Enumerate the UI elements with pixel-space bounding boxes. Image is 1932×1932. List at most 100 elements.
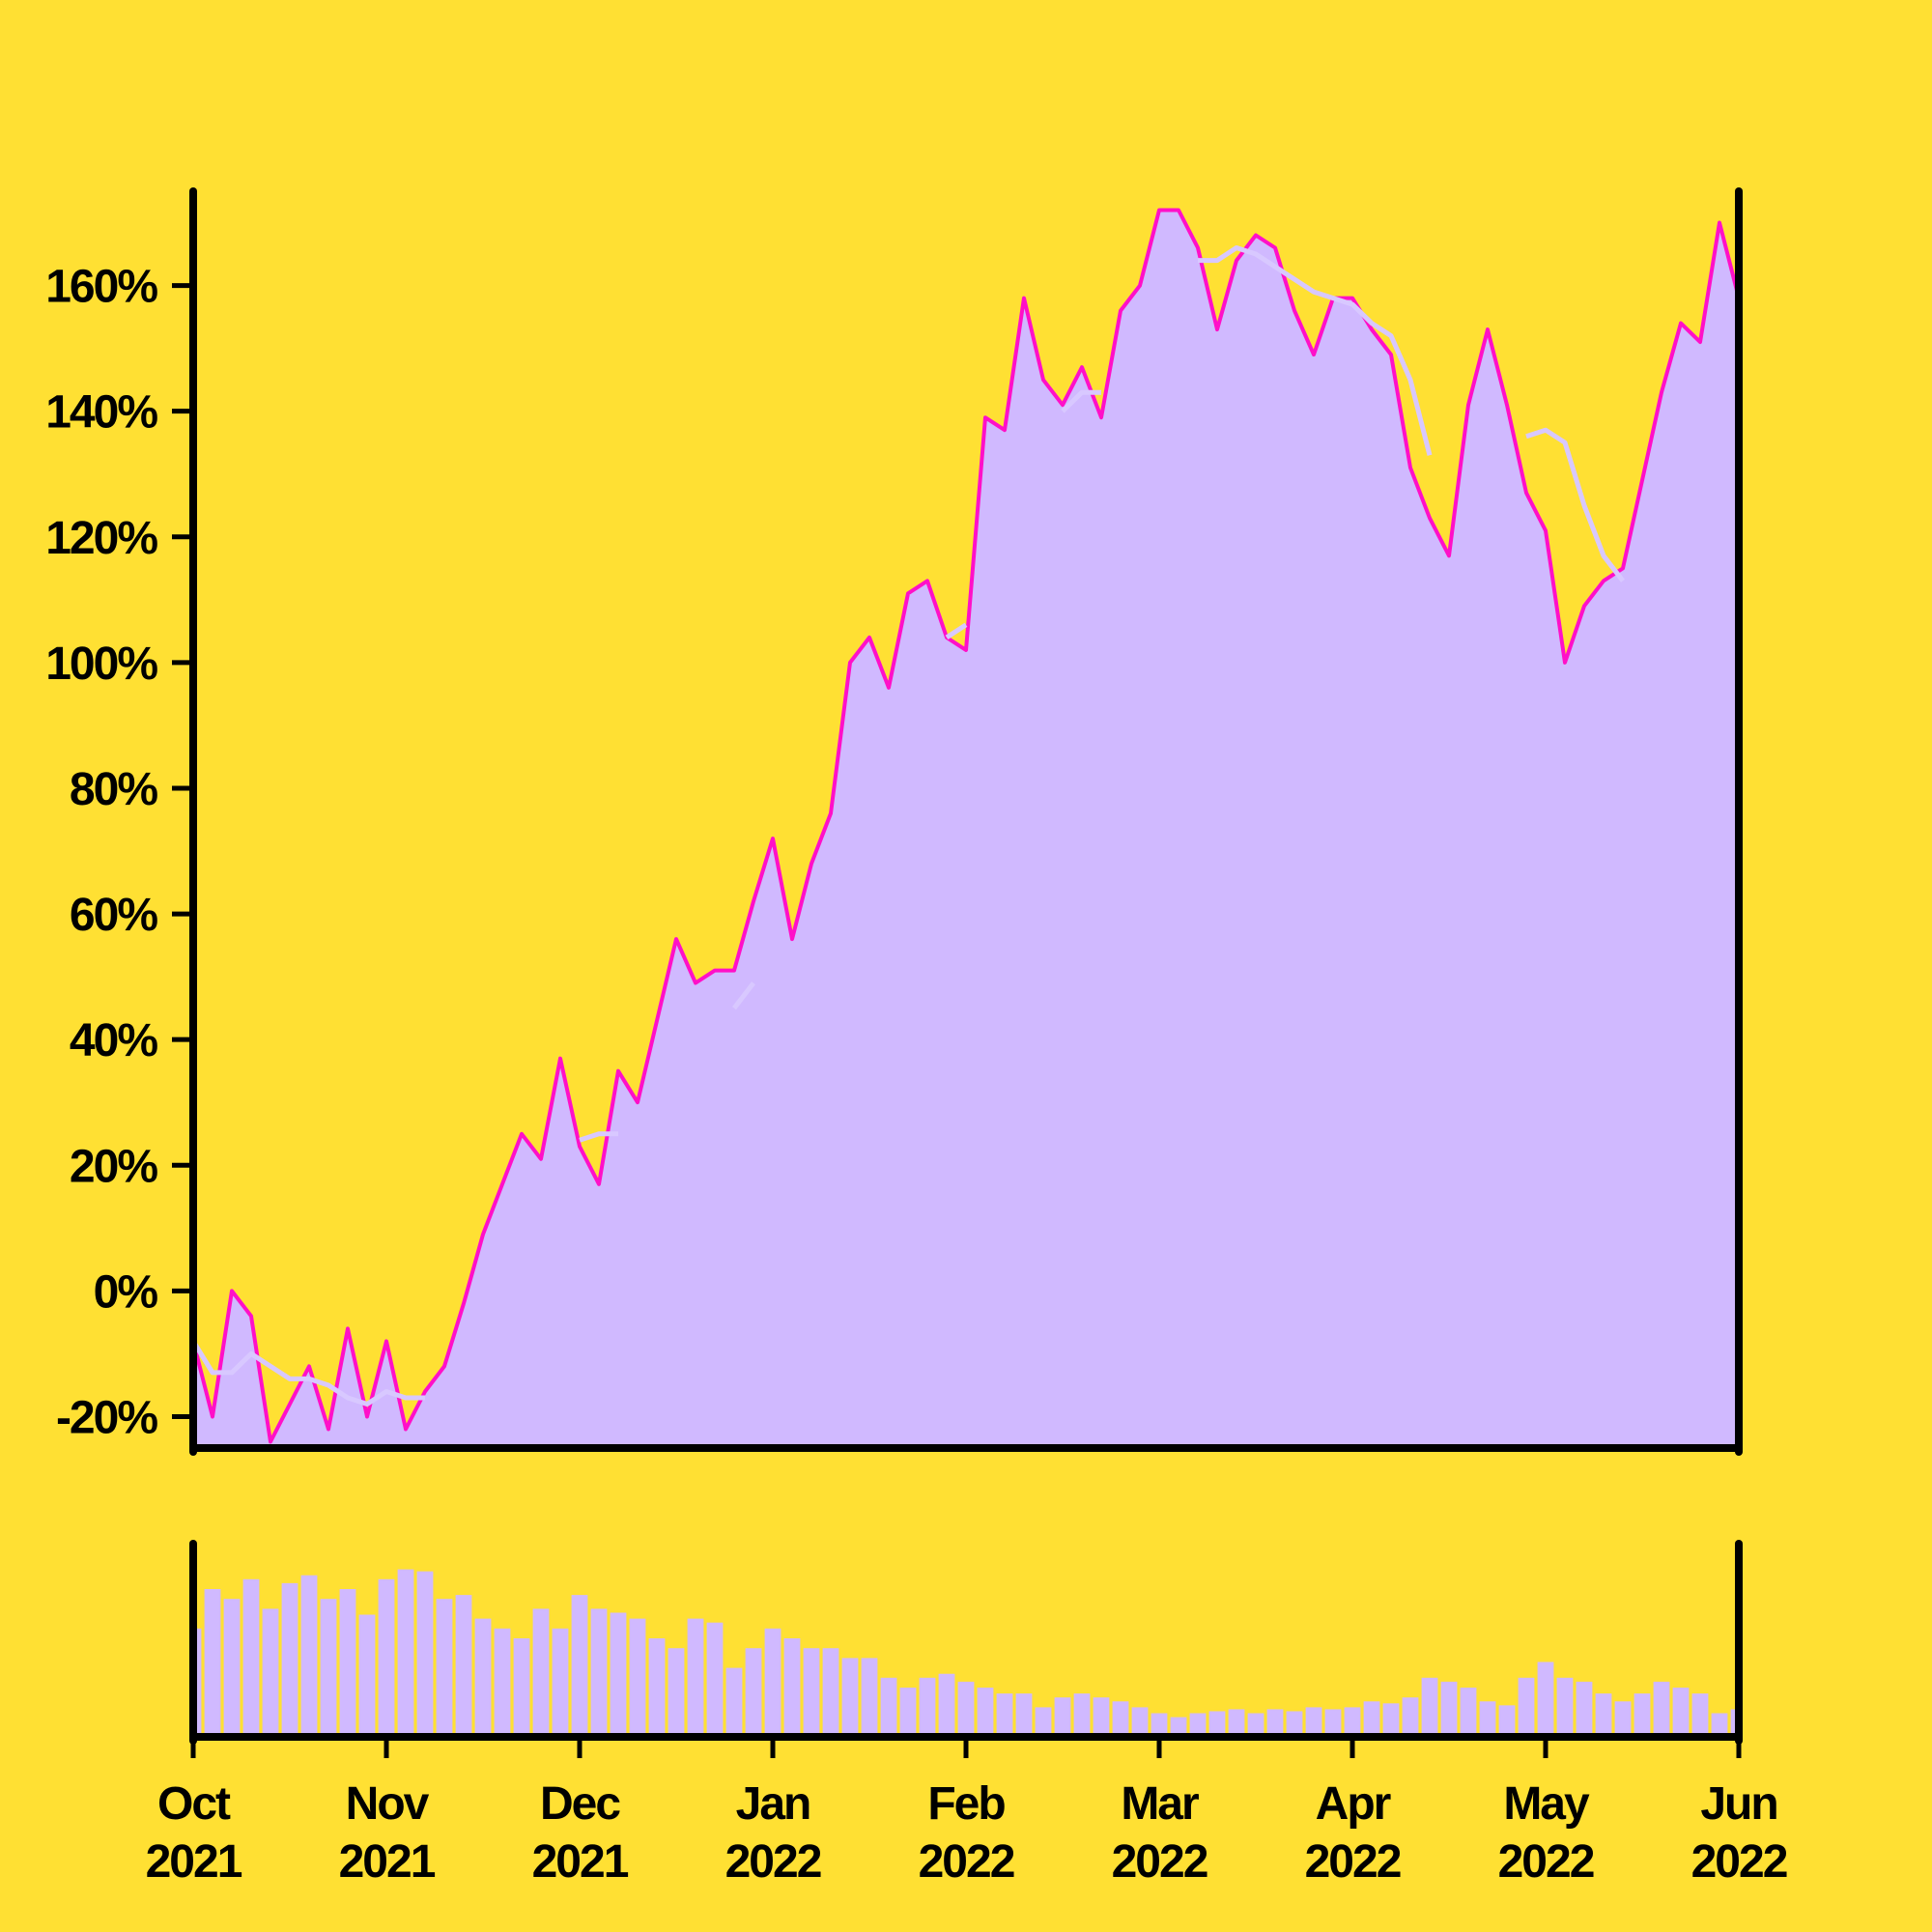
y-tick-label: 80% [70, 764, 157, 815]
volume-bar [783, 1638, 801, 1737]
volume-bar [436, 1599, 453, 1737]
x-tick-label-line: Mar [1121, 1778, 1199, 1830]
volume-bar [590, 1608, 608, 1737]
volume-bar [474, 1618, 492, 1737]
volume-bar [1595, 1693, 1612, 1737]
volume-bar [1170, 1717, 1187, 1737]
price-plot [193, 208, 1739, 1448]
x-tick-label: Oct 2021 [146, 1778, 242, 1888]
x-tick-label-line: 2022 [725, 1836, 821, 1888]
x-tick-label-line: Feb [927, 1778, 1005, 1830]
x-tick-label: Mar 2022 [1112, 1778, 1208, 1888]
volume-bar [977, 1688, 994, 1737]
x-tick-label-line: 2022 [1305, 1836, 1401, 1888]
x-tick-label-line: 2021 [146, 1836, 242, 1888]
volume-bar [397, 1569, 414, 1737]
volume-bar [1208, 1711, 1226, 1737]
volume-bar [841, 1658, 859, 1737]
volume-bar [262, 1608, 279, 1737]
volume-bar [1556, 1677, 1574, 1737]
volume-bar [629, 1618, 646, 1737]
volume-bar [300, 1575, 318, 1737]
volume-bar [532, 1608, 550, 1737]
volume-bar [1093, 1697, 1110, 1737]
x-tick-label: Jan 2022 [725, 1778, 821, 1888]
x-tick-label-line: 2021 [339, 1836, 436, 1888]
volume-bar [610, 1612, 627, 1737]
x-tick-label-line: Oct [157, 1778, 231, 1830]
price-line [193, 208, 1739, 1444]
x-tick-label-line: May [1503, 1778, 1590, 1830]
x-tick-label-line: 2022 [1498, 1836, 1594, 1888]
volume-bar [803, 1648, 820, 1737]
volume-bar [1730, 1709, 1739, 1737]
volume-bar [1266, 1709, 1284, 1737]
x-tick-label-line: Apr [1316, 1778, 1391, 1830]
volume-bar [1614, 1701, 1632, 1737]
volume-bar [1382, 1703, 1400, 1737]
x-tick-label-line: Jun [1700, 1778, 1776, 1830]
volume-bar [1131, 1707, 1149, 1737]
volume-bar [455, 1595, 472, 1737]
x-tick-label-line: 2021 [532, 1836, 629, 1888]
volume-bar [1286, 1711, 1303, 1737]
volume-bar [494, 1628, 511, 1737]
volume-bar [1151, 1713, 1168, 1737]
volume-bar [938, 1673, 955, 1737]
area-fill [193, 210, 1739, 1448]
x-tick-label: Dec 2021 [532, 1778, 629, 1888]
volume-bar [1247, 1713, 1264, 1737]
volume-bar [1112, 1701, 1129, 1737]
x-tick-label-line: Dec [540, 1778, 620, 1830]
x-tick-label-line: Jan [736, 1778, 810, 1830]
volume-bar [513, 1638, 530, 1737]
volume-bar [571, 1595, 588, 1737]
x-tick-label-line: 2022 [1112, 1836, 1208, 1888]
x-tick-label-line: Nov [346, 1778, 430, 1830]
volume-bar [1440, 1681, 1458, 1737]
volume-bar [1634, 1693, 1651, 1737]
volume-bar [861, 1658, 878, 1737]
y-tick-label: 60% [70, 890, 157, 941]
volume-bar [1305, 1707, 1322, 1737]
volume-bar [1228, 1709, 1245, 1737]
volume-bar [1363, 1701, 1380, 1737]
y-tick-label: 0% [94, 1266, 158, 1318]
volume-bar [1537, 1662, 1554, 1737]
y-tick-label: -20% [56, 1392, 157, 1443]
volume-bar [957, 1681, 975, 1737]
volume-bar [1015, 1693, 1033, 1737]
volume-bar [1324, 1709, 1342, 1737]
volume-bar [1344, 1707, 1361, 1737]
volume-bar [204, 1589, 221, 1737]
volume-bar [1479, 1701, 1496, 1737]
volume-bar [1653, 1681, 1670, 1737]
volume-bar [880, 1677, 897, 1737]
volume-bar [1460, 1688, 1477, 1737]
volume-bar [899, 1688, 917, 1737]
volume-bar [648, 1638, 666, 1737]
volume-bar [996, 1693, 1013, 1737]
volume-bar [1073, 1693, 1091, 1737]
volume-bar [706, 1622, 724, 1737]
volume-bar [919, 1677, 936, 1737]
volume-bar [193, 1628, 202, 1737]
volume-bar [552, 1628, 569, 1737]
volume-bar [1672, 1688, 1690, 1737]
x-tick-label-line: 2022 [919, 1836, 1014, 1888]
volume-bar [223, 1599, 241, 1737]
volume-bar [1711, 1713, 1728, 1737]
x-tick-label: Jun 2022 [1691, 1778, 1787, 1888]
volume-bar [1054, 1697, 1071, 1737]
moving-average-line [193, 245, 1625, 1406]
y-tick-label: 100% [45, 639, 157, 690]
volume-bar [358, 1614, 376, 1737]
volume-bar [242, 1578, 260, 1737]
volume-bar [1402, 1697, 1419, 1737]
volume-bar [822, 1648, 839, 1737]
x-tick-label: May 2022 [1498, 1778, 1594, 1888]
volume-bar [339, 1589, 356, 1737]
volume-bar [320, 1599, 337, 1737]
volume-bar [687, 1618, 704, 1737]
